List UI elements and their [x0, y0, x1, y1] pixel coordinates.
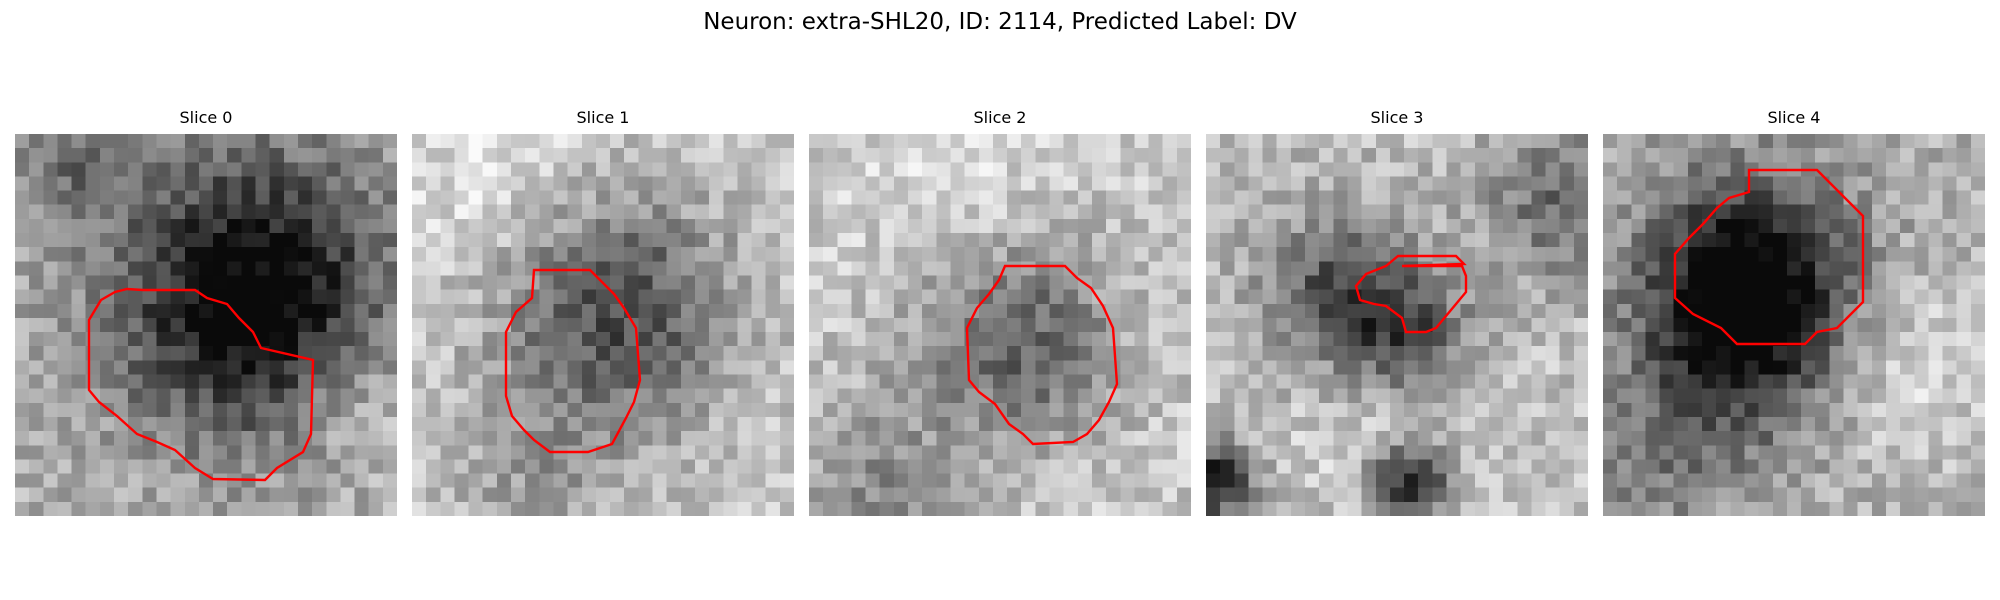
- slice-panel-0: Slice 0: [15, 108, 397, 516]
- slice-title: Slice 2: [973, 108, 1027, 127]
- grayscale-slice-image: [809, 134, 1191, 516]
- slice-image-frame: [1603, 134, 1985, 516]
- roi-contour-overlay: [87, 287, 315, 482]
- grayscale-slice-image: [1206, 134, 1588, 516]
- roi-contour: [504, 268, 642, 454]
- slice-panel-2: Slice 2: [809, 108, 1191, 516]
- roi-contour-overlay: [1354, 254, 1468, 334]
- roi-contour: [87, 287, 315, 482]
- roi-contour-overlay: [965, 264, 1119, 446]
- slice-image-frame: [412, 134, 794, 516]
- slice-title: Slice 0: [179, 108, 233, 127]
- slice-image-frame: [809, 134, 1191, 516]
- slice-panel-1: Slice 1: [412, 108, 794, 516]
- figure-title: Neuron: extra-SHL20, ID: 2114, Predicted…: [703, 9, 1297, 35]
- grayscale-slice-image: [15, 134, 397, 516]
- slice-title: Slice 4: [1767, 108, 1821, 127]
- slice-image-frame: [15, 134, 397, 516]
- slice-image-frame: [1206, 134, 1588, 516]
- slice-title: Slice 1: [576, 108, 630, 127]
- slice-panel-4: Slice 4: [1603, 108, 1985, 516]
- roi-contour-overlay: [504, 268, 642, 454]
- roi-contour: [1673, 168, 1865, 346]
- roi-contour: [965, 264, 1119, 446]
- grayscale-slice-image: [1603, 134, 1985, 516]
- grayscale-slice-image: [412, 134, 794, 516]
- roi-contour: [1354, 254, 1468, 334]
- slice-title: Slice 3: [1370, 108, 1424, 127]
- slice-panel-3: Slice 3: [1206, 108, 1588, 516]
- roi-contour-overlay: [1673, 168, 1865, 346]
